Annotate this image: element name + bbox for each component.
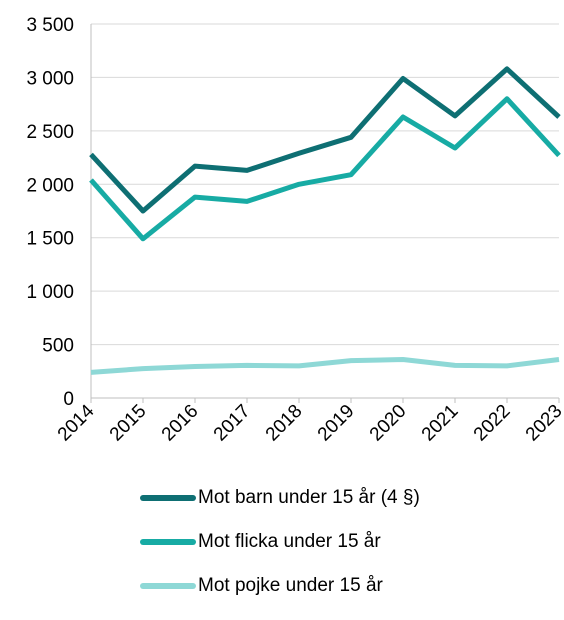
y-tick-label: 3 000	[26, 68, 74, 89]
x-tick-label: 2022	[470, 401, 515, 446]
legend-swatch-pojke	[140, 583, 196, 589]
series-line-1	[89, 96, 561, 242]
legend-swatch-flicka	[140, 539, 196, 545]
y-tick-label: 0	[63, 389, 74, 410]
y-tick-label: 3 500	[26, 15, 74, 36]
axes	[90, 24, 560, 403]
y-axis-tick-labels: 0 500 1 000 1 500 2 000 2 500 3 000 3 500	[26, 15, 74, 410]
x-axis-tick-labels: 2014 2015 2016 2017 2018 2019 2020 2021 2022 2023	[54, 400, 564, 445]
x-tick-label: 2020	[366, 401, 411, 446]
legend-item-flicka: Mot flicka under 15 år	[140, 531, 420, 552]
x-tick-label: 2019	[314, 401, 359, 446]
legend-item-barn: Mot barn under 15 år (4 §)	[140, 487, 420, 508]
legend: Mot barn under 15 år (4 §) Mot flicka un…	[140, 487, 420, 620]
series-lines	[89, 66, 561, 375]
y-tick-label: 1 000	[26, 282, 74, 303]
x-tick-label: 2018	[262, 401, 307, 446]
series-line-2	[90, 357, 560, 375]
series-line-0	[89, 66, 561, 214]
x-tick-label: 2016	[158, 401, 203, 446]
legend-label-flicka: Mot flicka under 15 år	[198, 531, 381, 552]
x-tick-label: 2017	[210, 401, 255, 446]
x-tick-label: 2021	[418, 401, 463, 446]
gridlines	[91, 23, 559, 346]
x-tick-label: 2023	[522, 401, 564, 446]
x-tick-label: 2015	[106, 401, 151, 446]
legend-label-barn: Mot barn under 15 år (4 §)	[198, 487, 420, 508]
legend-label-pojke: Mot pojke under 15 år	[198, 575, 383, 596]
legend-swatch-barn	[140, 495, 196, 501]
x-tick-label: 2014	[54, 400, 99, 445]
y-tick-label: 2 500	[26, 122, 74, 143]
legend-item-pojke: Mot pojke under 15 år	[140, 575, 420, 596]
y-tick-label: 500	[42, 336, 74, 357]
y-tick-label: 1 500	[26, 229, 74, 250]
y-tick-label: 2 000	[26, 175, 74, 196]
